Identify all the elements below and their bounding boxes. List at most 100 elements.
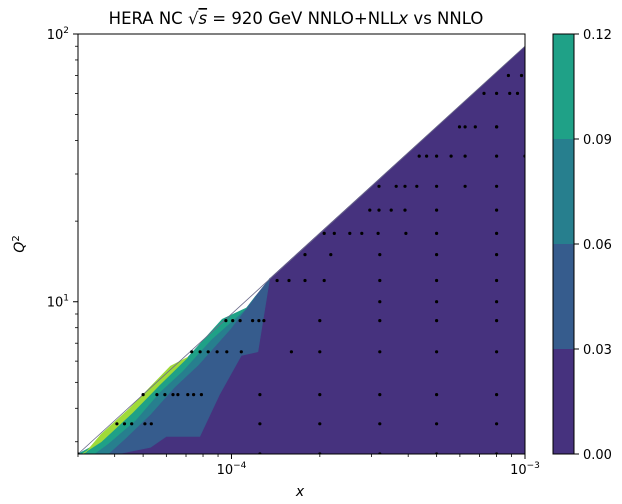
y-tick-label: 102 [47, 26, 69, 43]
data-point [176, 393, 180, 397]
colorbar-segment [553, 244, 574, 349]
data-point [225, 350, 229, 354]
data-point [435, 422, 439, 426]
data-point [224, 319, 228, 323]
y-tick-label: 101 [47, 294, 69, 311]
data-point [329, 253, 333, 257]
data-point [378, 319, 382, 323]
data-point [275, 278, 279, 283]
data-point [495, 350, 499, 354]
data-point [348, 231, 352, 235]
data-point [215, 350, 219, 354]
data-point [171, 393, 175, 397]
data-point [378, 422, 382, 426]
colorbar: 0.00 0.03 0.06 0.09 0.12 [552, 28, 612, 463]
data-point [495, 319, 499, 323]
data-point [378, 278, 382, 283]
data-point [463, 154, 467, 158]
data-point [495, 208, 499, 212]
plot-frame [77, 33, 526, 455]
data-point [163, 393, 167, 397]
data-point [435, 231, 439, 235]
data-point [143, 422, 147, 426]
data-point [495, 300, 499, 304]
data-point [457, 125, 462, 129]
colorbar-tick-label: 0.12 [583, 28, 612, 43]
colorbar-segment [553, 349, 574, 454]
data-point [473, 125, 477, 129]
data-point [435, 319, 439, 323]
data-point [257, 319, 261, 323]
data-point [318, 393, 322, 397]
colorbar-tick-label: 0.09 [583, 133, 612, 148]
colorbar-segment [553, 34, 574, 139]
data-point [515, 91, 520, 95]
data-point [435, 300, 439, 304]
data-point [495, 125, 499, 129]
data-point [403, 208, 407, 212]
data-point [506, 73, 510, 78]
data-point [258, 422, 262, 426]
data-point [495, 393, 499, 397]
data-point [435, 208, 439, 212]
data-point [318, 422, 322, 426]
data-point [435, 253, 439, 257]
data-point [435, 278, 439, 283]
data-point [303, 278, 307, 283]
data-point [495, 91, 499, 95]
data-point [378, 253, 382, 257]
data-point [192, 393, 196, 397]
data-point [495, 154, 499, 158]
data-point [190, 350, 194, 354]
data-point [238, 319, 242, 323]
colorbar-tick-label: 0.03 [583, 343, 612, 358]
data-point [376, 231, 380, 235]
data-point [495, 422, 499, 426]
data-point [519, 73, 524, 78]
data-point [495, 184, 499, 188]
data-point [425, 154, 429, 158]
data-point [463, 125, 467, 129]
data-point [149, 422, 153, 426]
data-point [258, 393, 262, 397]
data-point [404, 231, 408, 235]
colorbar-segment [553, 139, 574, 244]
data-point [332, 231, 336, 235]
data-point [115, 422, 119, 426]
data-point [482, 91, 486, 95]
data-point [389, 208, 393, 212]
data-point [289, 350, 293, 354]
data-point [377, 208, 381, 212]
y-axis-label: Q2 [11, 235, 28, 252]
data-point [403, 184, 407, 188]
kinematic-boundary-line [78, 45, 525, 454]
data-point [318, 350, 322, 354]
data-point [186, 393, 190, 397]
data-point [508, 91, 512, 95]
data-point [141, 393, 145, 397]
data-point [435, 393, 439, 397]
data-point [449, 154, 453, 158]
data-point [303, 253, 307, 257]
colorbar-tick-label: 0.06 [583, 238, 612, 253]
data-point [199, 393, 203, 397]
data-point [130, 422, 134, 426]
data-point [262, 319, 266, 323]
x-tick-label: 10−4 [217, 461, 247, 478]
x-axis-label: x [295, 484, 305, 500]
data-point [122, 422, 127, 426]
x-tick-label: 10−3 [510, 461, 540, 478]
data-point [435, 154, 439, 158]
data-point [394, 184, 398, 188]
data-point [155, 393, 159, 397]
data-point [495, 278, 499, 283]
data-point [206, 350, 210, 354]
data-point [495, 253, 499, 257]
data-point [322, 278, 326, 283]
data-point [463, 184, 467, 188]
colorbar-tick-label: 0.00 [583, 448, 612, 463]
data-point [417, 154, 421, 158]
contour-layer [78, 45, 525, 454]
